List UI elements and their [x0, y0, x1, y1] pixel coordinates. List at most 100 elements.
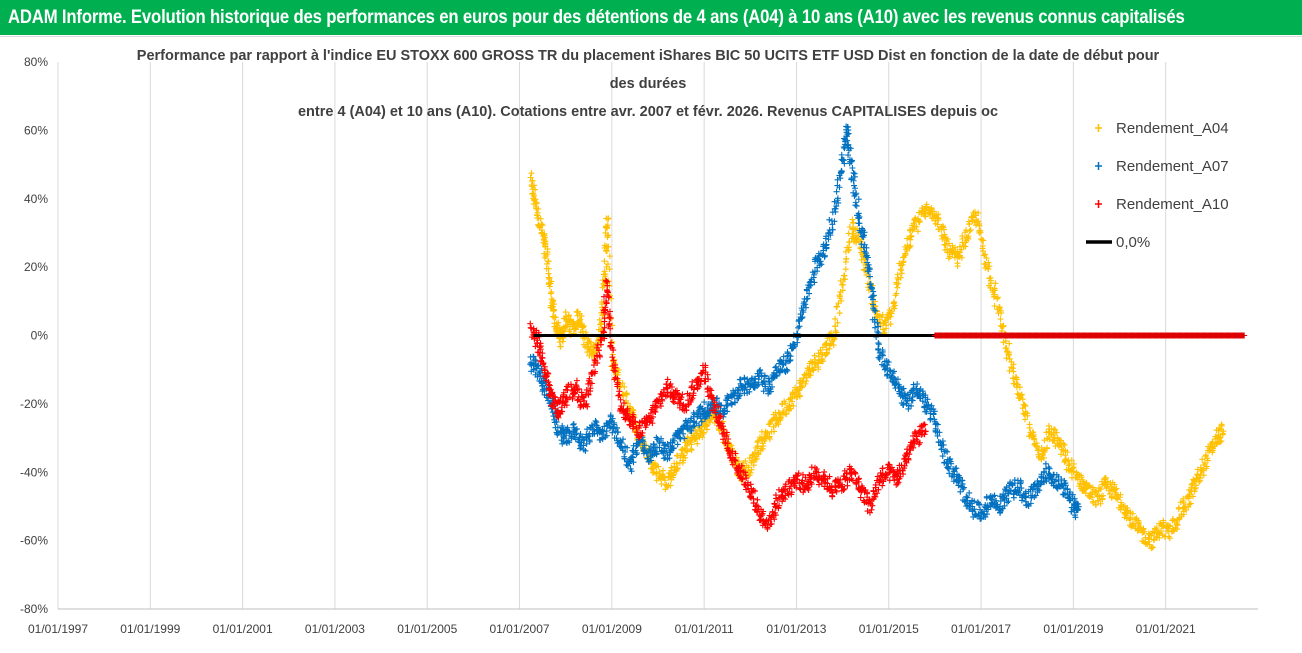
data-point [984, 502, 991, 509]
data-point [783, 410, 790, 417]
data-point [667, 482, 674, 489]
data-point [845, 147, 852, 154]
data-point [1113, 485, 1120, 492]
data-point [891, 305, 898, 312]
data-point [982, 261, 989, 268]
data-point [610, 357, 617, 364]
data-point [921, 212, 928, 219]
data-point [649, 413, 656, 420]
data-point [811, 271, 818, 278]
data-point [844, 476, 851, 483]
data-point [972, 222, 979, 229]
data-point [958, 254, 965, 261]
data-point [562, 309, 569, 316]
data-point [600, 328, 607, 335]
data-point [595, 347, 602, 354]
data-point [868, 285, 875, 292]
data-point [1170, 528, 1177, 535]
data-point [1217, 434, 1224, 441]
y-tick-label: -60% [20, 534, 48, 548]
data-point [620, 400, 627, 407]
data-point [1011, 480, 1018, 487]
data-point [827, 230, 834, 237]
data-point [1045, 422, 1052, 429]
data-point [947, 458, 954, 465]
data-point [775, 421, 782, 428]
data-point [1004, 499, 1011, 506]
data-point [711, 401, 718, 408]
data-point [864, 268, 871, 275]
data-point [802, 380, 809, 387]
legend-plus-swatch [1095, 200, 1102, 208]
data-point [917, 423, 924, 430]
data-point [897, 274, 904, 281]
data-point [716, 415, 723, 422]
data-point [1241, 332, 1248, 339]
data-point [810, 367, 817, 374]
data-point [870, 288, 877, 295]
data-point [679, 406, 686, 413]
data-point [1186, 501, 1193, 508]
data-point [584, 403, 591, 410]
data-point [577, 445, 584, 452]
data-point [594, 360, 601, 367]
data-point [818, 480, 825, 487]
data-point [658, 435, 665, 442]
data-point [977, 227, 984, 234]
data-point [782, 400, 789, 407]
data-point [563, 402, 570, 409]
data-point [624, 462, 631, 469]
data-point [653, 470, 660, 477]
data-point [1030, 482, 1037, 489]
data-point [620, 436, 627, 443]
data-point [610, 367, 617, 374]
data-point [768, 520, 775, 527]
data-point [601, 315, 608, 322]
data-point [641, 442, 648, 449]
data-point [576, 320, 583, 327]
data-point [1219, 431, 1226, 438]
data-point [980, 248, 987, 255]
data-point [772, 503, 779, 510]
data-point [831, 198, 838, 205]
data-point [772, 509, 779, 516]
data-point [650, 441, 657, 448]
data-point [863, 244, 870, 251]
data-point [971, 498, 978, 505]
data-point [577, 316, 584, 323]
data-point [531, 182, 538, 189]
data-point [723, 429, 730, 436]
data-point [832, 315, 839, 322]
data-point [699, 434, 706, 441]
data-point [844, 124, 851, 131]
data-point [609, 354, 616, 361]
data-point [905, 405, 912, 412]
data-point [602, 434, 609, 441]
data-point [731, 399, 738, 406]
data-point [687, 446, 694, 453]
data-point [603, 248, 610, 255]
data-point [794, 339, 801, 346]
data-point [604, 225, 611, 232]
data-point [540, 236, 547, 243]
data-point [772, 492, 779, 499]
data-point [964, 494, 971, 501]
data-point [570, 318, 577, 325]
data-point [895, 385, 902, 392]
data-point [1017, 480, 1024, 487]
data-point [853, 202, 860, 209]
data-point [796, 393, 803, 400]
chart-frame: 01/01/1997 01/01/1999 01/01/2001 01/01/2003… [0, 36, 1302, 647]
data-point [666, 470, 673, 477]
data-point [857, 494, 864, 501]
data-point [755, 381, 762, 388]
data-point [837, 277, 844, 284]
data-point [605, 232, 612, 239]
data-point [575, 385, 582, 392]
data-point [1057, 441, 1064, 448]
series-Rendement_A07 [527, 123, 1082, 522]
data-point [1086, 483, 1093, 490]
data-point [737, 390, 744, 397]
data-point [1022, 494, 1029, 501]
y-tick-label: 40% [24, 192, 48, 206]
